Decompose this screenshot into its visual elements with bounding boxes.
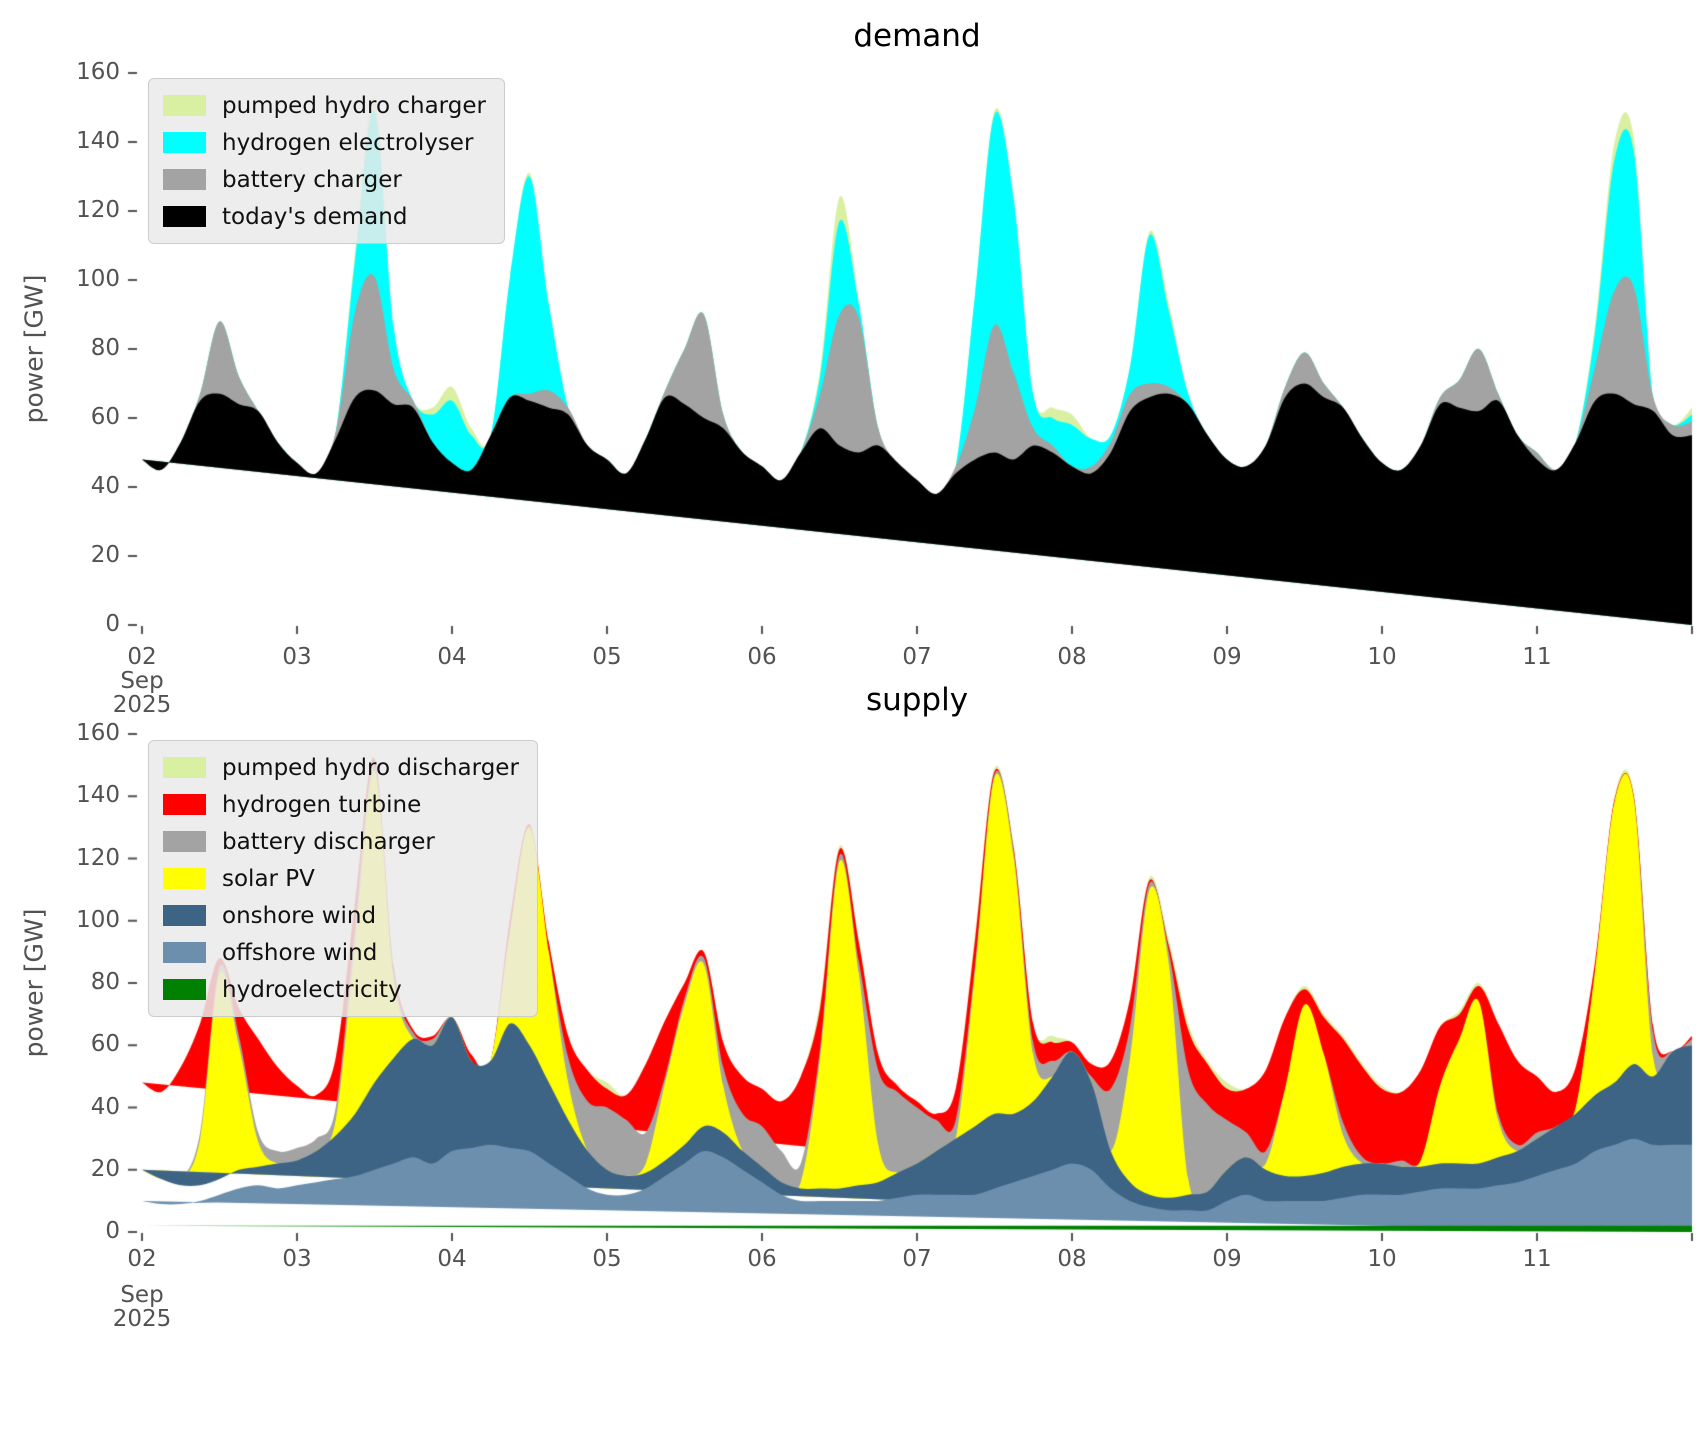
y-tick-label: 160	[76, 59, 120, 85]
x-tick-label: 02	[127, 1246, 157, 1272]
x-axis-year-label: 2025	[112, 692, 172, 718]
legend-label: hydrogen turbine	[222, 791, 422, 818]
legend-label: pumped hydro charger	[222, 92, 486, 119]
x-tick-label: 06	[747, 644, 777, 670]
legend-label: solar PV	[222, 865, 315, 892]
legend-swatch-icon	[163, 169, 206, 190]
x-tick-label: 05	[592, 1246, 622, 1272]
legend-item: pumped hydro discharger	[163, 749, 519, 786]
legend-item: offshore wind	[163, 934, 519, 971]
legend-swatch-icon	[163, 95, 206, 116]
legend-item: hydroelectricity	[163, 971, 519, 1008]
x-tick-label: 05	[592, 644, 622, 670]
y-tick-label: 140	[76, 128, 120, 154]
legend-swatch-icon	[163, 979, 206, 1000]
y-tick-label: 20	[90, 1155, 120, 1182]
x-tick-label: 11	[1522, 644, 1552, 670]
legend-label: onshore wind	[222, 902, 377, 929]
y-tick-label: 100	[76, 266, 120, 292]
x-tick-label: 02	[127, 644, 157, 670]
y-tick-label: 0	[105, 1218, 120, 1244]
x-tick-label: 07	[902, 644, 932, 670]
legend-item: hydrogen electrolyser	[163, 124, 486, 161]
legend-swatch-icon	[163, 132, 206, 153]
legend-swatch-icon	[163, 794, 206, 815]
x-tick-label: 08	[1057, 644, 1087, 670]
legend-swatch-icon	[163, 905, 206, 926]
y-tick-label: 140	[76, 782, 120, 809]
legend-item: battery charger	[163, 161, 486, 198]
x-tick-label: 06	[747, 1246, 777, 1272]
x-tick-label: 09	[1212, 1246, 1242, 1272]
legend-item: pumped hydro charger	[163, 87, 486, 124]
legend-item: solar PV	[163, 860, 519, 897]
legend-swatch-icon	[163, 757, 206, 778]
x-tick-label: 07	[902, 1246, 932, 1272]
x-axis-month-label: Sep	[120, 668, 164, 694]
x-tick-label: 11	[1522, 1246, 1552, 1272]
legend-swatch-icon	[163, 206, 206, 227]
demand-legend: pumped hydro charger hydrogen electrolyse…	[148, 78, 505, 244]
y-tick-label: 20	[90, 542, 120, 568]
legend-label: pumped hydro discharger	[222, 754, 519, 781]
x-tick-label: 09	[1212, 644, 1242, 670]
x-tick-label: 04	[437, 1246, 467, 1272]
legend-item: hydrogen turbine	[163, 786, 519, 823]
x-tick-label: 04	[437, 644, 467, 670]
supply-chart-title: supply	[865, 682, 969, 718]
legend-label: hydroelectricity	[222, 976, 402, 1003]
y-tick-label: 0	[105, 611, 120, 637]
x-tick-label: 10	[1367, 1246, 1397, 1272]
legend-swatch-icon	[163, 868, 206, 889]
y-tick-label: 60	[90, 404, 120, 430]
x-tick-label: 03	[282, 1246, 312, 1272]
x-tick-label: 10	[1367, 644, 1397, 670]
legend-item: onshore wind	[163, 897, 519, 934]
y-tick-label: 100	[76, 906, 120, 933]
y-tick-label: 120	[76, 844, 120, 871]
demand-chart-title: demand	[853, 18, 981, 54]
x-axis-month-label: Sep	[120, 1282, 164, 1308]
x-axis-year-label: 2025	[112, 1306, 172, 1332]
y-tick-label: 120	[76, 197, 120, 223]
supply-legend: pumped hydro discharger hydrogen turbine b…	[148, 740, 538, 1017]
legend-label: battery charger	[222, 166, 402, 193]
legend-label: hydrogen electrolyser	[222, 129, 474, 156]
legend-label: offshore wind	[222, 939, 378, 966]
legend-item: today's demand	[163, 198, 486, 235]
legend-swatch-icon	[163, 831, 206, 852]
x-tick-label: 03	[282, 644, 312, 670]
y-tick-label: 40	[90, 1093, 120, 1120]
y-tick-label: 60	[90, 1031, 120, 1058]
legend-label: battery discharger	[222, 828, 435, 855]
legend-item: battery discharger	[163, 823, 519, 860]
y-tick-label: 160	[76, 720, 120, 746]
x-tick-label: 08	[1057, 1246, 1087, 1272]
y-tick-label: 80	[90, 969, 120, 995]
legend-swatch-icon	[163, 942, 206, 963]
legend-label: today's demand	[222, 203, 408, 230]
y-tick-label: 40	[90, 473, 120, 499]
y-tick-label: 80	[90, 335, 120, 361]
